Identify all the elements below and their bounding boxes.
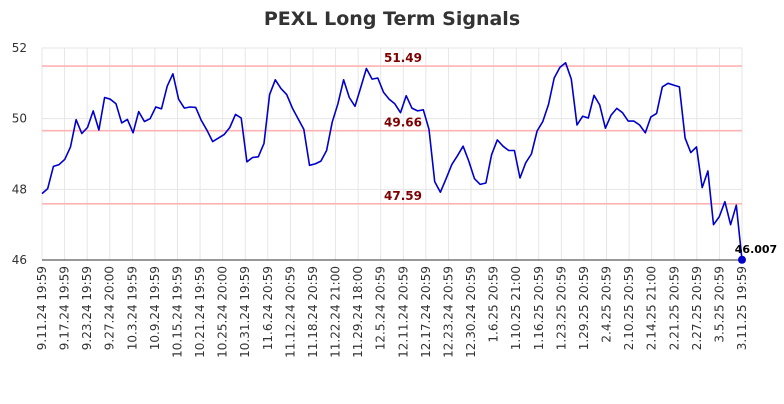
y-tick-label: 50: [12, 112, 27, 126]
x-tick-label: 11.29.24 18:00: [351, 266, 365, 358]
x-tick-label: 1.23.25 20:59: [554, 266, 568, 350]
y-tick-label: 52: [12, 41, 27, 55]
y-tick-label: 48: [12, 182, 27, 196]
x-tick-label: 12.30.24 20:59: [464, 266, 478, 358]
last-point-marker: [738, 255, 746, 264]
last-point-label: 46.007: [735, 243, 777, 256]
x-tick-label: 12.23.24 20:59: [441, 266, 455, 358]
series-line: [41, 61, 743, 260]
x-tick-label: 11.18.24 20:59: [306, 266, 320, 358]
x-tick-label: 11.6.24 20:59: [261, 266, 275, 350]
x-tick-label: 2.21.25 20:59: [667, 266, 681, 350]
y-tick-label: 46: [12, 253, 27, 267]
x-tick-label: 1.10.25 21:00: [509, 266, 523, 350]
x-tick-label: 3.11.25 19:59: [735, 266, 749, 350]
signal-label: 47.59: [384, 189, 422, 203]
x-tick-label: 2.4.25 20:59: [600, 266, 614, 343]
x-tick-label: 10.15.24 19:59: [170, 266, 184, 358]
x-tick-label: 12.17.24 20:59: [419, 266, 433, 358]
signal-label: 49.66: [384, 116, 422, 130]
signal-label: 51.49: [384, 51, 422, 65]
x-tick-label: 9.27.24 20:00: [103, 266, 117, 350]
x-tick-label: 10.31.24 19:59: [238, 266, 252, 358]
x-tick-label: 9.23.24 19:59: [80, 266, 94, 350]
x-tick-label: 11.22.24 21:00: [329, 266, 343, 358]
x-tick-label: 10.3.24 19:59: [125, 266, 139, 350]
x-tick-label: 11.12.24 20:59: [283, 266, 297, 358]
x-tick-label: 9.11.24 19:59: [35, 266, 49, 350]
x-tick-label: 2.10.25 20:59: [622, 266, 636, 350]
x-tick-label: 3.5.25 20:59: [712, 266, 726, 343]
x-tick-label: 1.29.25 20:59: [577, 266, 591, 350]
x-tick-label: 1.6.25 20:59: [487, 266, 501, 343]
x-tick-label: 9.17.24 19:59: [58, 266, 72, 350]
x-tick-label: 10.9.24 19:59: [148, 266, 162, 350]
x-tick-label: 1.16.25 20:59: [532, 266, 546, 350]
x-tick-label: 2.14.25 21:00: [645, 266, 659, 350]
x-tick-label: 12.5.24 20:59: [374, 266, 388, 350]
x-tick-label: 10.21.24 19:59: [193, 266, 207, 358]
x-tick-label: 12.11.24 20:59: [396, 266, 410, 358]
chart-title: PEXL Long Term Signals: [263, 8, 521, 30]
x-tick-label: 10.25.24 20:00: [216, 266, 230, 358]
x-tick-label: 2.27.25 20:59: [690, 266, 704, 350]
